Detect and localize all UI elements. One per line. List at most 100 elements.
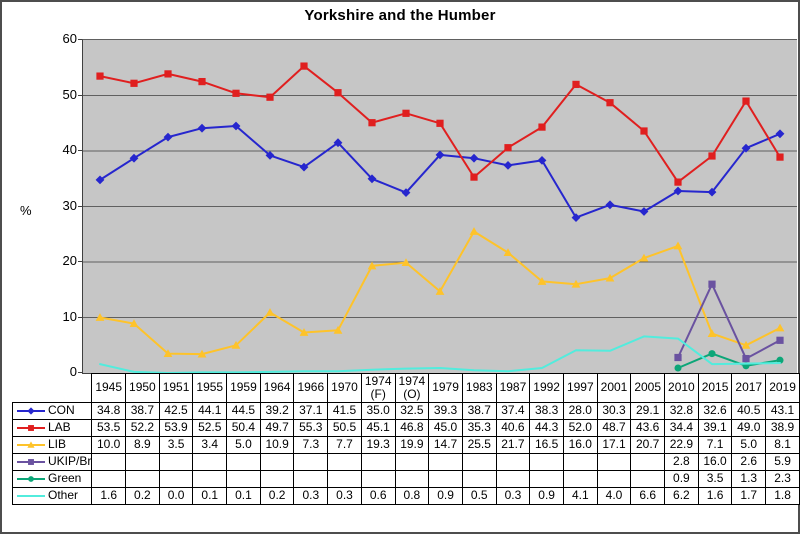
value-cell (91, 470, 127, 488)
legend-label: CON (48, 403, 75, 418)
data-point-marker (96, 72, 104, 80)
year-cell: 1966 (293, 373, 329, 403)
value-cell: 16.0 (697, 453, 733, 471)
year-cell: 1959 (226, 373, 261, 403)
data-point-marker (367, 174, 377, 184)
legend-marker-shape (27, 441, 35, 448)
value-cell (394, 453, 430, 471)
value-cell: 41.5 (327, 402, 362, 420)
value-cell: 6.6 (630, 487, 666, 505)
data-point-marker (707, 329, 717, 338)
data-point-marker (674, 178, 682, 186)
data-point-marker (231, 340, 241, 349)
data-point-marker (538, 123, 546, 131)
data-point-marker (605, 200, 615, 210)
legend-cell: LIB (11, 436, 93, 454)
y-axis-tick-mark (78, 94, 82, 96)
value-cell: 38.9 (765, 419, 800, 437)
data-point-marker (775, 323, 785, 332)
table-corner-cell (13, 374, 92, 403)
value-cell: 5.9 (765, 453, 800, 471)
value-cell: 45.0 (428, 419, 463, 437)
value-cell (259, 470, 295, 488)
year-cell: 1945 (91, 373, 127, 403)
value-cell: 44.3 (529, 419, 564, 437)
value-cell (461, 470, 497, 488)
value-cell: 42.5 (158, 402, 194, 420)
value-cell: 53.9 (158, 419, 194, 437)
value-cell: 39.2 (259, 402, 295, 420)
data-point-marker (776, 356, 784, 364)
data-point-marker (469, 153, 479, 163)
value-cell: 55.3 (293, 419, 329, 437)
value-cell: 20.7 (630, 436, 666, 454)
legend-cell: UKIP/Br (11, 453, 93, 471)
value-cell: 0.2 (125, 487, 160, 505)
series-line (677, 352, 781, 369)
chart-canvas (83, 62, 797, 373)
value-cell: 28.0 (562, 402, 598, 420)
value-cell: 3.4 (192, 436, 228, 454)
y-axis-tick-mark (78, 205, 82, 207)
data-point-marker (367, 261, 377, 270)
y-axis-tick-label: 30 (62, 197, 77, 213)
value-cell (158, 453, 194, 471)
legend-cell: Green (11, 470, 93, 488)
data-point-marker (537, 277, 547, 285)
value-cell: 43.1 (765, 402, 800, 420)
value-cell: 35.0 (360, 402, 396, 420)
data-point-marker (95, 313, 105, 321)
value-cell: 44.5 (226, 402, 261, 420)
data-point-marker (470, 173, 478, 181)
data-point-marker (537, 156, 547, 165)
table-row: CON 34.8 38.7 42.5 44.1 44.5 39.2 37.1 41.5 35.0 3… (11, 402, 800, 420)
value-cell (495, 453, 531, 471)
data-point-marker (741, 143, 751, 153)
value-cell: 34.4 (664, 419, 699, 437)
value-cell (192, 453, 228, 471)
series-LAB (96, 62, 784, 186)
data-point-marker (673, 186, 683, 196)
data-table: 1945 1950 1951 1955 1959 1964 1966 1970 1974 (F) 1… (11, 373, 800, 505)
data-point-marker (299, 328, 309, 336)
value-cell: 45.1 (360, 419, 396, 437)
value-cell: 1.3 (731, 470, 767, 488)
value-cell: 0.5 (461, 487, 497, 505)
value-cell (125, 453, 160, 471)
value-cell (495, 470, 531, 488)
data-point-marker (265, 308, 275, 316)
data-point-marker (299, 162, 309, 172)
value-cell: 4.1 (562, 487, 598, 505)
legend-marker-shape (27, 407, 35, 415)
data-point-marker (674, 353, 682, 362)
data-point-marker (707, 187, 717, 197)
legend-entry: UKIP/Br (14, 455, 91, 468)
y-axis-tick-label: 40 (62, 142, 77, 157)
value-cell (630, 470, 666, 488)
data-point-marker (503, 161, 513, 170)
year-cell: 1983 (461, 373, 497, 403)
value-cell (327, 470, 362, 488)
data-point-marker (639, 207, 649, 216)
data-point-marker (572, 80, 580, 89)
value-cell: 0.8 (394, 487, 430, 505)
value-cell: 35.3 (461, 419, 497, 437)
table-row: LIB 10.0 8.9 3.5 3.4 5.0 10.9 7.3 7.7 19.3 19.9 14.… (11, 436, 800, 454)
legend-label: LAB (48, 420, 71, 435)
series-UKIPBr (674, 280, 784, 363)
data-point-marker (436, 119, 444, 127)
value-cell: 10.9 (259, 436, 295, 454)
value-cell: 44.1 (192, 402, 228, 420)
data-point-marker (640, 127, 648, 135)
value-cell: 52.2 (125, 419, 160, 437)
table-row: Other 1.6 0.2 0.0 0.1 0.1 0.2 0.3 0.3 0.6 0.8 0.9 0.… (11, 487, 800, 505)
value-cell (293, 470, 329, 488)
legend-marker-icon (17, 407, 45, 415)
value-cell: 0.9 (428, 487, 463, 505)
data-point-marker (775, 129, 785, 139)
value-cell (293, 453, 329, 471)
value-cell: 6.2 (664, 487, 699, 505)
data-point-marker (163, 132, 173, 142)
value-cell: 0.1 (192, 487, 228, 505)
data-point-marker (469, 227, 479, 235)
